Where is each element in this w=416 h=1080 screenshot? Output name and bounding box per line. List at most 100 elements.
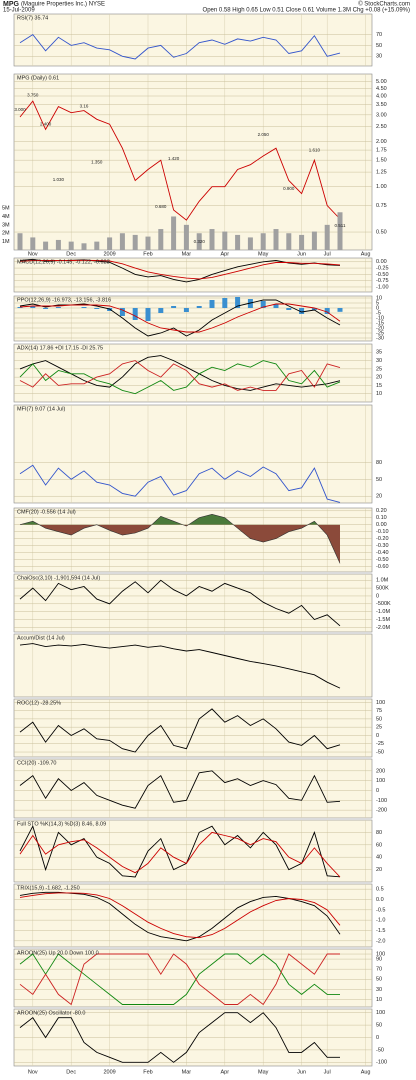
annotation: 3.750 xyxy=(27,92,39,97)
y-tick-label: -15 xyxy=(376,320,384,326)
credit: © StockCharts.com xyxy=(358,1,410,8)
company-name: (Maguire Properties Inc.) NYSE xyxy=(21,2,105,8)
y-tick-label: -0.20 xyxy=(376,536,389,542)
annotation: 0.511 xyxy=(335,223,346,228)
bar xyxy=(119,233,125,250)
x-tick-label: Mar xyxy=(182,1069,192,1075)
y-tick-label: 0 xyxy=(376,733,379,739)
y-tick-label: -0.50 xyxy=(376,272,389,278)
y-tick-label: 20 xyxy=(376,494,382,500)
y-tick-label: 0.75 xyxy=(376,203,387,209)
y-tick-label: 200 xyxy=(376,768,385,774)
y2-tick-label: 4M xyxy=(2,214,10,220)
x-tick-label: Aug xyxy=(361,251,371,257)
panel-title: CCI(20) -109.70 xyxy=(17,760,56,766)
line xyxy=(19,953,340,1006)
y-tick-label: -1.00 xyxy=(376,284,389,290)
y-tick-label: 80 xyxy=(376,830,382,836)
bar xyxy=(107,237,113,250)
bar xyxy=(132,308,138,320)
annotation: 3.000 xyxy=(14,107,26,112)
bar xyxy=(247,237,253,250)
y-tick-label: 75 xyxy=(376,708,382,714)
annotation: 1.350 xyxy=(91,159,103,164)
bar xyxy=(30,237,36,250)
x-tick-label: Jul xyxy=(324,1069,331,1075)
y-tick-label: 10 xyxy=(376,391,382,397)
panel-background xyxy=(13,507,373,573)
x-tick-label: Dec xyxy=(66,1069,76,1075)
y-tick-label: 0 xyxy=(376,788,379,794)
x-tick-label: Dec xyxy=(66,251,76,257)
y-tick-label: 0.00 xyxy=(376,259,387,265)
panel-background xyxy=(13,883,373,948)
y-tick-label: 4.50 xyxy=(376,86,387,92)
y-tick-label: -0.30 xyxy=(376,543,389,549)
y-tick-label: 5.00 xyxy=(376,79,387,85)
y-tick-label: 100 xyxy=(376,778,385,784)
y-tick-label: 100 xyxy=(376,951,385,957)
bar xyxy=(235,297,241,308)
y2-tick-label: 3M xyxy=(2,222,10,228)
bar xyxy=(145,236,151,250)
y-tick-label: -5 xyxy=(376,310,381,316)
bar xyxy=(260,301,266,308)
panel-background xyxy=(13,573,373,633)
y2-tick-label: 5M xyxy=(2,206,10,212)
line xyxy=(19,360,341,391)
y-tick-label: 0 xyxy=(376,1035,379,1041)
y-tick-label: 2.50 xyxy=(376,124,387,130)
annotation: 0.320 xyxy=(194,239,206,244)
annotation: 1.610 xyxy=(309,148,321,153)
x-tick-label: Jul xyxy=(324,251,331,257)
bar xyxy=(132,234,138,250)
bar xyxy=(337,308,343,312)
panel-title: MFI(7) 9.07 (14 Jul) xyxy=(17,406,65,412)
y-tick-label: -0.40 xyxy=(376,550,389,556)
bar xyxy=(183,308,189,312)
y-tick-label: 30 xyxy=(376,358,382,364)
y-tick-label: 50 xyxy=(376,477,382,483)
panel-background xyxy=(13,73,373,251)
y-tick-label: -10 xyxy=(376,315,384,321)
x-tick-label: Apr xyxy=(221,251,230,257)
bar xyxy=(299,308,305,314)
y-tick-label: 1.0M xyxy=(376,578,389,584)
y-tick-label: 100 xyxy=(376,700,385,706)
y-tick-label: 1.50 xyxy=(376,158,387,164)
bar xyxy=(94,308,100,309)
panel-title: Full STO %K(14,3) %D(3) 8.46, 8.09 xyxy=(17,821,106,827)
quote: Open 0.58 High 0.65 Low 0.51 Close 0.61 … xyxy=(203,8,410,14)
y-tick-label: 1.00 xyxy=(376,184,387,190)
panel-title: TRIX(15,9) -1.682, -1.250 xyxy=(17,885,80,891)
y-tick-label: 90 xyxy=(376,957,382,963)
y-tick-label: 50 xyxy=(376,977,382,983)
bar xyxy=(43,241,49,250)
y-tick-label: 2.00 xyxy=(376,139,387,145)
line xyxy=(19,100,341,221)
x-tick-label: Jun xyxy=(297,251,306,257)
panel-title: RSI(7) 35.74 xyxy=(17,15,48,21)
bar xyxy=(183,224,189,250)
panel-title: ADX(14) 17.86 +DI 17.15 -DI 25.75 xyxy=(17,345,103,351)
bar xyxy=(55,239,61,250)
y-tick-label: -2.0 xyxy=(376,938,385,944)
y-tick-label: 0.0 xyxy=(376,897,384,903)
line xyxy=(19,891,341,942)
line xyxy=(19,360,341,395)
annotation: 1.030 xyxy=(53,177,65,182)
bar xyxy=(171,306,177,308)
bar xyxy=(286,233,292,250)
y-tick-label: 1.25 xyxy=(376,170,387,176)
x-tick-label: May xyxy=(258,1069,269,1075)
bar xyxy=(222,231,228,250)
y-tick-label: -25 xyxy=(376,741,384,747)
bar xyxy=(158,229,164,250)
panel-background xyxy=(13,698,373,758)
x-tick-label: Nov xyxy=(28,251,38,257)
line xyxy=(19,355,341,391)
y-tick-label: 50 xyxy=(376,43,382,49)
y-tick-label: 20 xyxy=(376,375,382,381)
bar xyxy=(299,234,305,250)
bar xyxy=(17,233,23,250)
